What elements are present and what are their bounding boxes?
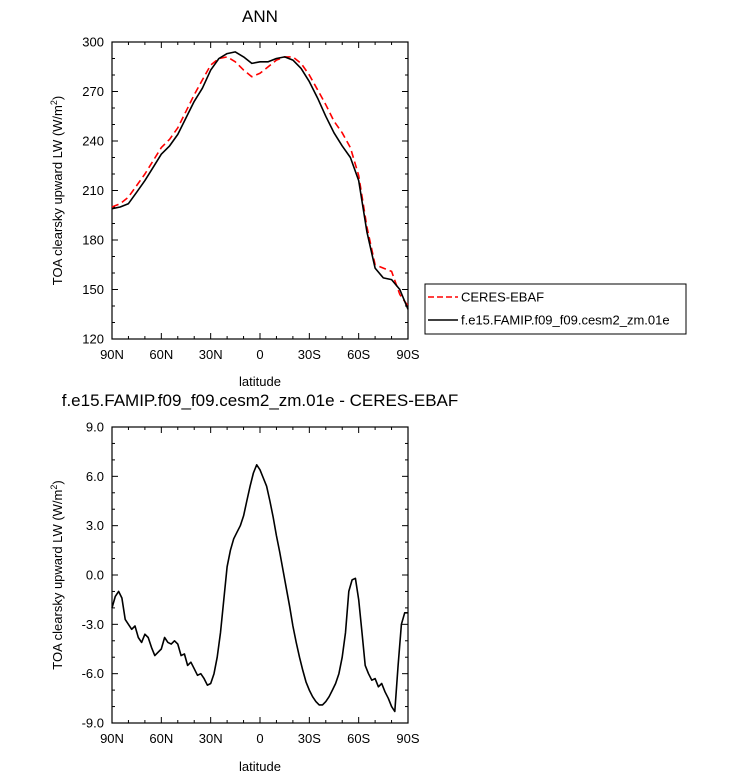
y-axis-label-close: ) — [50, 96, 65, 100]
x-tick-label: 60N — [149, 731, 173, 746]
series-line-1 — [111, 51, 409, 310]
x-tick-label: 90S — [396, 347, 419, 362]
y-axis-label: TOA clearsky upward LW (W/m2) — [49, 480, 65, 669]
y-axis-label-text: TOA clearsky upward LW (W/m — [50, 490, 65, 670]
y-tick-label: 240 — [82, 134, 104, 149]
legend-box — [424, 283, 687, 335]
chart-model-minus-obs: f.e15.FAMIP.f09_f09.cesm2_zm.01e - CERES… — [49, 391, 458, 774]
x-tick-label: 0 — [256, 731, 263, 746]
x-tick-label: 90S — [396, 731, 419, 746]
chart-title: f.e15.FAMIP.f09_f09.cesm2_zm.01e - CERES… — [62, 391, 459, 410]
series-line-0 — [111, 56, 409, 307]
y-tick-label: 0.0 — [86, 568, 104, 583]
y-tick-label: 270 — [82, 84, 104, 99]
x-tick-label: 30N — [199, 347, 223, 362]
x-tick-label: 30S — [298, 731, 321, 746]
plot-frame — [111, 41, 409, 340]
legend: CERES-EBAF f.e15.FAMIP.f09_f09.cesm2_zm.0… — [424, 283, 687, 335]
y-tick-label: -9.0 — [82, 716, 104, 731]
legend-label: CERES-EBAF — [461, 290, 544, 305]
chart-title: ANN — [242, 7, 278, 26]
x-tick-label: 30N — [199, 731, 223, 746]
y-axis-label: TOA clearsky upward LW (W/m2) — [49, 96, 65, 285]
y-tick-label: 180 — [82, 233, 104, 248]
y-axis-label-superscript: 2 — [49, 100, 59, 105]
x-tick-label: 90N — [100, 347, 124, 362]
x-tick-label: 0 — [256, 347, 263, 362]
chart-annual-zonal-mean: ANN 90N 60N 30N 0 30S 60S 90S 120 150 180 210 240 270… — [49, 7, 687, 389]
y-axis-label-close: ) — [50, 480, 65, 484]
x-tick-label: 60S — [347, 347, 370, 362]
y-axis-label-text: TOA clearsky upward LW (W/m — [50, 105, 65, 285]
x-axis-label: latitude — [239, 759, 281, 774]
series-line-0 — [111, 463, 408, 713]
y-tick-label: 300 — [82, 35, 104, 50]
x-tick-label: 90N — [100, 731, 124, 746]
y-tick-label: 3.0 — [86, 518, 104, 533]
y-tick-label: 150 — [82, 282, 104, 297]
y-tick-label: 9.0 — [86, 420, 104, 435]
legend-label: f.e15.FAMIP.f09_f09.cesm2_zm.01e — [461, 313, 670, 328]
y-tick-label: 210 — [82, 183, 104, 198]
x-tick-label: 30S — [298, 347, 321, 362]
x-tick-label: 60S — [347, 731, 370, 746]
y-axis-label-superscript: 2 — [49, 485, 59, 490]
y-tick-label: 6.0 — [86, 469, 104, 484]
x-axis-label: latitude — [239, 374, 281, 389]
y-tick-label: -3.0 — [82, 617, 104, 632]
y-tick-label: -6.0 — [82, 666, 104, 681]
x-tick-label: 60N — [149, 347, 173, 362]
y-tick-label: 120 — [82, 332, 104, 347]
